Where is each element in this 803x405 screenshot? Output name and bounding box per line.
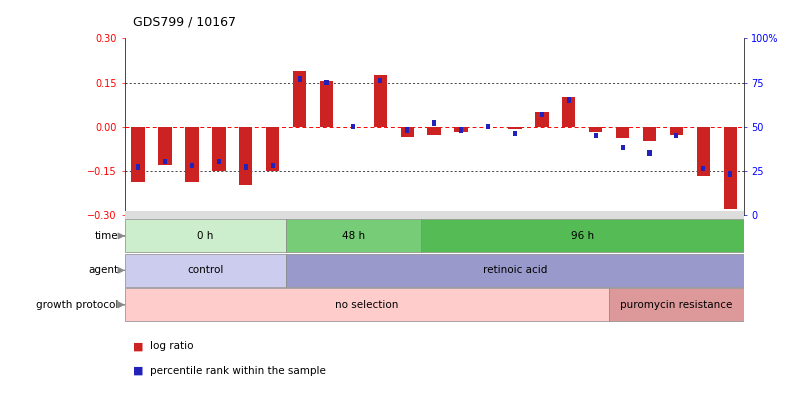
Bar — [124, 288, 609, 321]
Text: retinoic acid: retinoic acid — [482, 265, 546, 275]
Bar — [320, 81, 332, 126]
Bar — [700, 166, 704, 171]
Bar — [566, 98, 570, 103]
Bar — [124, 254, 286, 287]
Text: growth protocol: growth protocol — [36, 300, 118, 310]
Text: no selection: no selection — [335, 300, 398, 310]
Bar — [266, 126, 279, 171]
Bar — [286, 254, 743, 287]
Bar — [669, 126, 683, 135]
Text: ■: ■ — [132, 341, 143, 351]
Bar — [212, 126, 226, 171]
Bar — [642, 126, 655, 141]
Text: percentile rank within the sample: percentile rank within the sample — [150, 366, 326, 375]
Bar — [136, 164, 140, 170]
Bar — [512, 131, 516, 136]
Bar — [695, 126, 709, 177]
Bar — [185, 126, 198, 182]
Text: control: control — [187, 265, 223, 275]
Bar — [728, 171, 732, 177]
Bar — [620, 145, 624, 150]
Bar — [351, 124, 355, 129]
Bar — [427, 126, 440, 135]
Bar — [378, 78, 382, 83]
Text: 48 h: 48 h — [341, 231, 365, 241]
Bar — [674, 133, 678, 138]
Bar — [615, 126, 629, 139]
Bar — [400, 126, 414, 137]
Bar — [286, 220, 420, 252]
Bar — [609, 288, 743, 321]
Text: time: time — [95, 231, 118, 241]
Text: puromycin resistance: puromycin resistance — [619, 300, 732, 310]
Bar — [539, 112, 543, 117]
Text: GDS799 / 10167: GDS799 / 10167 — [132, 15, 235, 28]
Text: ■: ■ — [132, 366, 143, 375]
Bar — [646, 150, 650, 156]
Bar — [405, 128, 409, 133]
Bar — [131, 126, 145, 182]
Bar — [420, 220, 743, 252]
Bar — [217, 159, 221, 164]
Bar — [507, 126, 521, 130]
Bar — [593, 133, 597, 138]
Bar — [324, 80, 328, 85]
Bar — [373, 75, 386, 126]
Bar — [431, 120, 436, 126]
Bar — [238, 126, 252, 185]
Bar — [297, 77, 301, 82]
Bar — [292, 71, 306, 126]
Bar — [243, 164, 247, 170]
Text: agent: agent — [88, 265, 118, 275]
Bar — [158, 126, 172, 165]
Bar — [190, 163, 194, 168]
Bar — [459, 128, 463, 133]
Bar — [485, 124, 489, 129]
Bar — [163, 159, 167, 164]
Text: 0 h: 0 h — [197, 231, 214, 241]
Text: 96 h: 96 h — [570, 231, 593, 241]
Bar — [271, 163, 275, 168]
Bar — [723, 126, 736, 209]
Bar — [561, 97, 575, 126]
Text: log ratio: log ratio — [150, 341, 194, 351]
Bar — [588, 126, 601, 132]
Bar — [454, 126, 467, 132]
Bar — [124, 220, 286, 252]
Bar — [535, 112, 548, 126]
